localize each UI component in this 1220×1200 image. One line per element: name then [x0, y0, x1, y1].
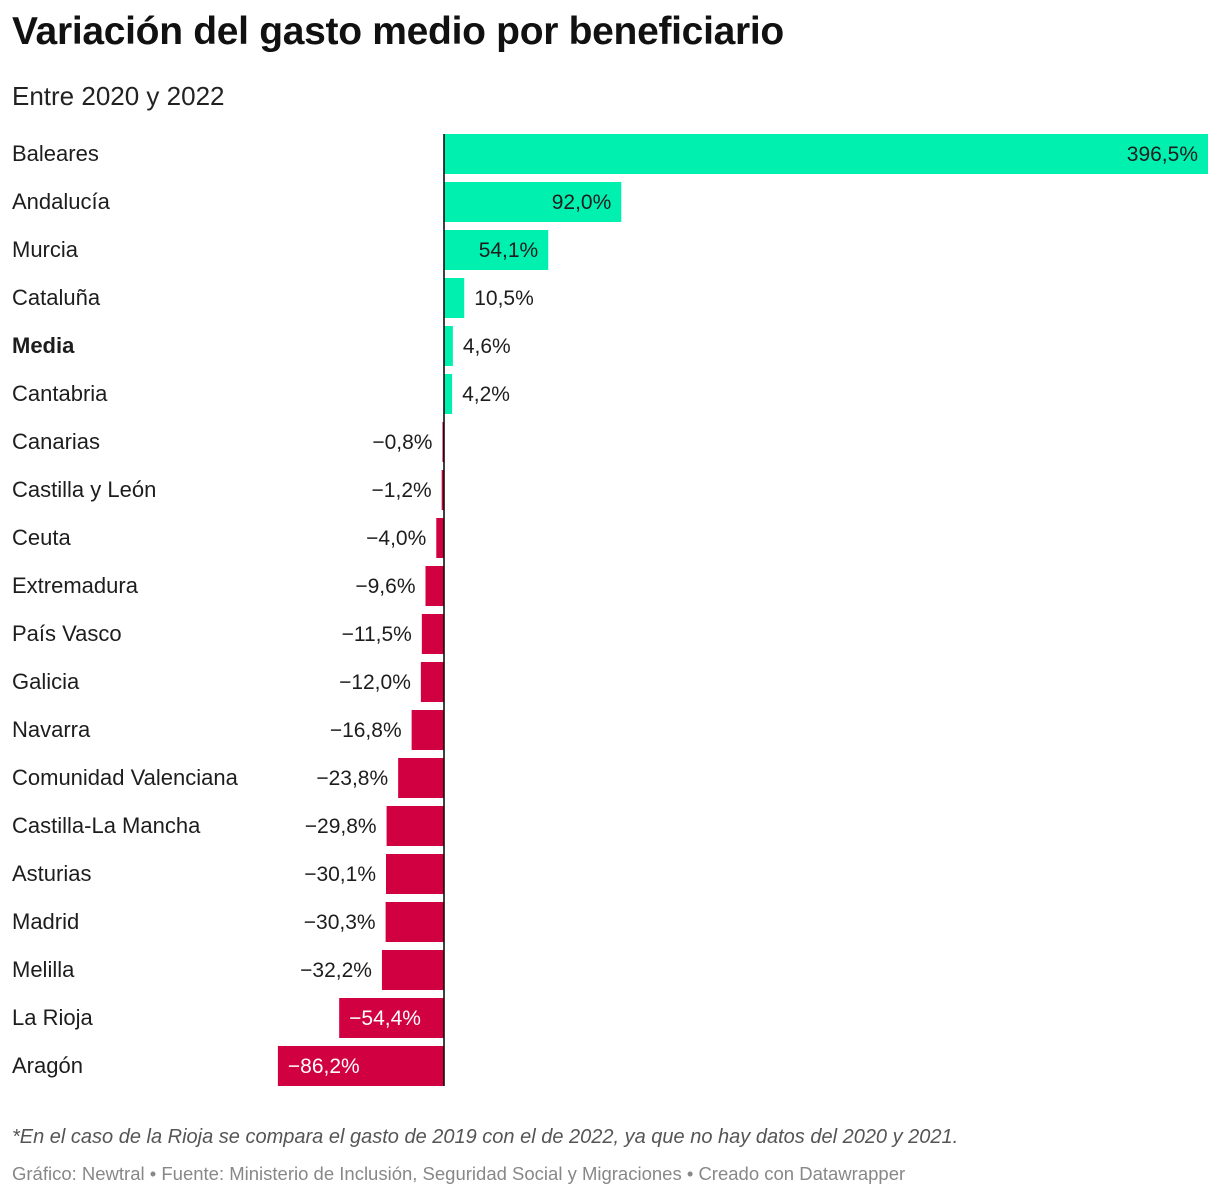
value-label-ceuta: −4,0% — [366, 527, 426, 550]
category-label-comunidad-valenciana: Comunidad Valenciana — [12, 765, 239, 790]
bar-melilla — [381, 950, 444, 990]
category-label-la-rioja: La Rioja — [12, 1005, 93, 1030]
bar-pais-vasco — [421, 614, 444, 654]
category-label-madrid: Madrid — [12, 909, 79, 934]
bar-andalucia — [444, 182, 622, 222]
chart-title: Variación del gasto medio por beneficiar… — [12, 10, 784, 53]
category-label-baleares: Baleares — [12, 141, 99, 166]
category-label-andalucia: Andalucía — [12, 189, 111, 214]
bar-castilla-la-mancha — [386, 806, 444, 846]
value-label-comunidad-valenciana: −23,8% — [316, 767, 388, 790]
bar-madrid — [385, 902, 444, 942]
bar-galicia — [420, 662, 444, 702]
bar-ceuta — [436, 518, 444, 558]
bar-extremadura — [425, 566, 444, 606]
value-label-melilla: −32,2% — [300, 959, 372, 982]
value-label-canarias: −0,8% — [372, 431, 432, 454]
bar-chart: Baleares 396,5% Andalucía 92,0% Murcia 54,1% C… — [12, 134, 1208, 1086]
value-label-navarra: −16,8% — [330, 719, 402, 742]
category-label-castilla-la-mancha: Castilla-La Mancha — [12, 813, 201, 838]
category-label-media: Media — [12, 333, 75, 358]
bar-castilla-y-leon — [441, 470, 444, 510]
value-label-madrid: −30,3% — [304, 911, 376, 934]
chart-notes: *En el caso de la Rioja se compara el ga… — [12, 1126, 959, 1148]
value-label-media: 4,6% — [463, 335, 511, 358]
bar-cataluna — [444, 278, 465, 318]
value-label-extremadura: −9,6% — [355, 575, 415, 598]
value-label-aragon: −86,2% — [288, 1055, 360, 1078]
value-label-pais-vasco: −11,5% — [342, 623, 412, 646]
category-label-asturias: Asturias — [12, 861, 91, 886]
bar-aragon — [277, 1046, 444, 1086]
value-label-baleares: 396,5% — [1127, 143, 1198, 166]
value-label-galicia: −12,0% — [339, 671, 411, 694]
bar-baleares — [444, 134, 1208, 174]
value-label-castilla-la-mancha: −29,8% — [305, 815, 377, 838]
category-label-galicia: Galicia — [12, 669, 80, 694]
category-label-cataluna: Cataluña — [12, 285, 101, 310]
chart-subtitle: Entre 2020 y 2022 — [12, 81, 225, 111]
bar-comunidad-valenciana — [398, 758, 444, 798]
category-label-extremadura: Extremadura — [12, 573, 139, 598]
category-label-pais-vasco: País Vasco — [12, 621, 122, 646]
category-label-cantabria: Cantabria — [12, 381, 108, 406]
chart-credit: Gráfico: Newtral • Fuente: Ministerio de… — [12, 1163, 906, 1184]
category-label-canarias: Canarias — [12, 429, 100, 454]
value-label-cantabria: 4,2% — [462, 383, 510, 406]
value-label-murcia: 54,1% — [479, 239, 539, 262]
bar-asturias — [386, 854, 444, 894]
category-label-castilla-y-leon: Castilla y León — [12, 477, 156, 502]
value-label-cataluna: 10,5% — [474, 287, 534, 310]
category-label-aragon: Aragón — [12, 1053, 83, 1078]
bar-navarra — [411, 710, 444, 750]
value-label-la-rioja: −54,4% — [349, 1007, 421, 1030]
value-label-andalucia: 92,0% — [552, 191, 612, 214]
value-label-asturias: −30,1% — [304, 863, 376, 886]
bar-la-rioja — [339, 998, 444, 1038]
bar-cantabria — [444, 374, 453, 414]
category-label-navarra: Navarra — [12, 717, 91, 742]
value-label-castilla-y-leon: −1,2% — [372, 479, 432, 502]
bar-canarias — [442, 422, 444, 462]
bar-murcia — [444, 230, 549, 270]
category-label-murcia: Murcia — [12, 237, 79, 262]
bar-media — [444, 326, 453, 366]
category-label-melilla: Melilla — [12, 957, 75, 982]
category-label-ceuta: Ceuta — [12, 525, 71, 550]
